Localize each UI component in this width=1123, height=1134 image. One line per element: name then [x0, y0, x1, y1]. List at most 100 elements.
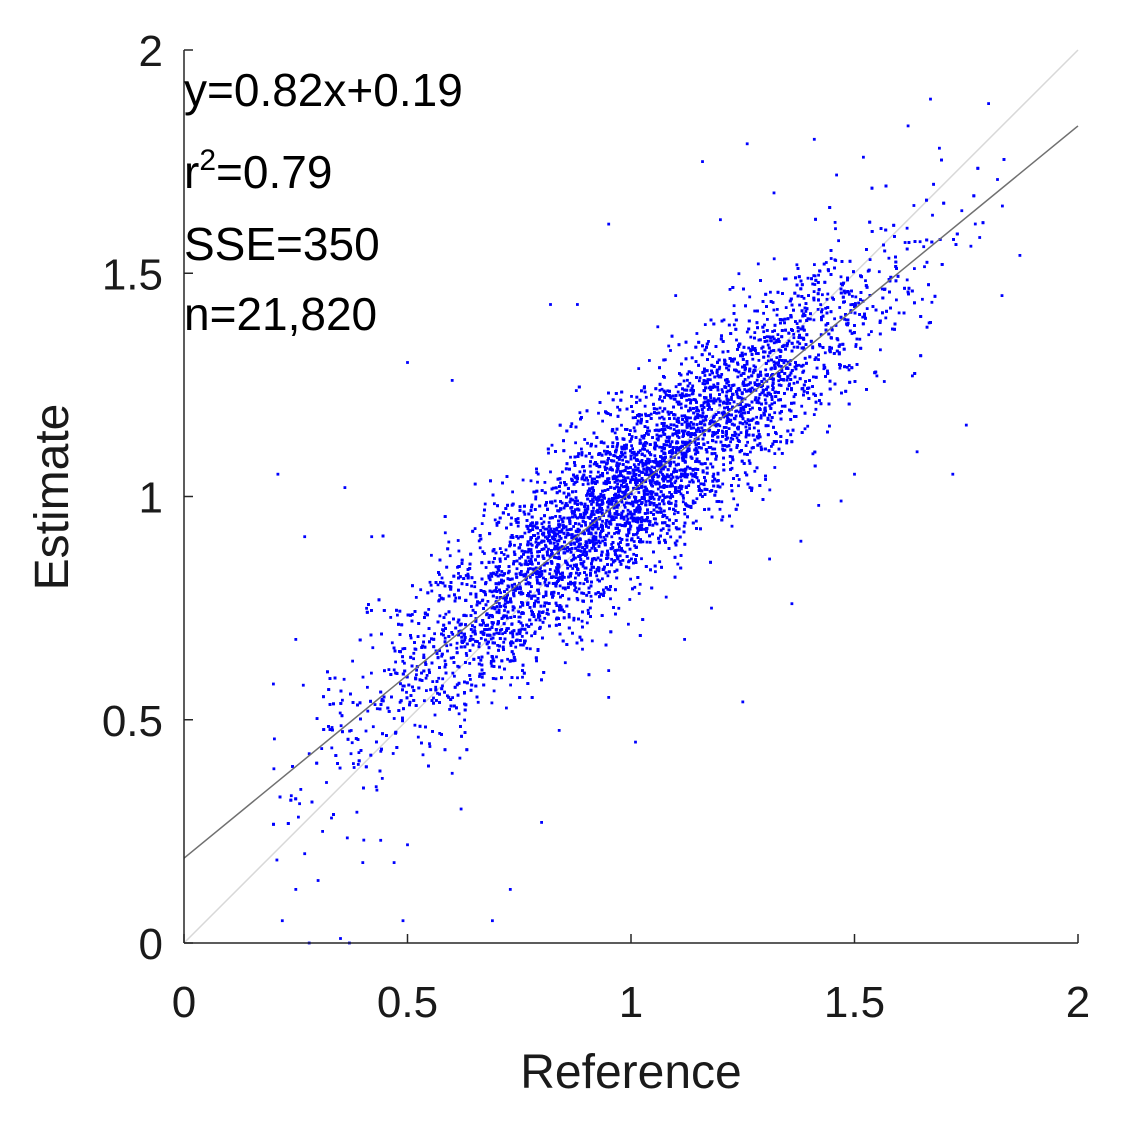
- data-point: [655, 437, 659, 441]
- data-point: [611, 477, 615, 481]
- data-point: [653, 454, 657, 458]
- data-point: [448, 554, 452, 558]
- data-point: [792, 332, 796, 336]
- data-point: [800, 404, 804, 408]
- data-point: [615, 531, 619, 534]
- data-point: [771, 301, 775, 304]
- data-point: [672, 428, 676, 431]
- data-point: [456, 664, 460, 668]
- data-point: [586, 504, 590, 508]
- data-point: [766, 318, 769, 321]
- data-point: [758, 442, 762, 445]
- data-point: [776, 374, 780, 378]
- data-point: [663, 465, 667, 469]
- data-point: [641, 479, 645, 482]
- data-point: [655, 503, 659, 507]
- data-point: [669, 535, 673, 539]
- data-point: [748, 295, 752, 299]
- data-point: [680, 452, 684, 456]
- data-point: [751, 345, 754, 348]
- data-point: [464, 614, 468, 618]
- data-point: [373, 703, 377, 706]
- data-point: [442, 633, 445, 637]
- data-point: [456, 539, 460, 542]
- data-point: [578, 572, 582, 575]
- data-point: [513, 543, 516, 547]
- data-point: [682, 496, 685, 500]
- data-point: [438, 594, 442, 597]
- data-point: [596, 578, 600, 582]
- data-point: [606, 471, 609, 475]
- data-point: [678, 393, 682, 397]
- data-point: [654, 457, 658, 461]
- data-point: [599, 531, 602, 535]
- data-point: [686, 378, 689, 382]
- data-point: [764, 368, 768, 372]
- data-point: [817, 358, 820, 361]
- data-point: [555, 604, 559, 607]
- data-point: [563, 661, 567, 665]
- data-point: [669, 349, 672, 352]
- data-point: [632, 426, 636, 430]
- data-point: [616, 443, 619, 447]
- data-point: [446, 649, 449, 653]
- data-point: [536, 472, 540, 476]
- data-point: [698, 414, 702, 417]
- data-point: [597, 411, 600, 415]
- data-point: [854, 295, 858, 299]
- data-point: [578, 470, 582, 474]
- data-point: [621, 469, 625, 473]
- data-point: [544, 545, 548, 549]
- data-point: [612, 518, 616, 521]
- data-point: [644, 480, 648, 483]
- data-point: [513, 582, 516, 586]
- data-point: [740, 415, 744, 418]
- data-point: [655, 522, 659, 526]
- data-point: [638, 474, 641, 477]
- data-point: [422, 634, 426, 638]
- data-point: [483, 502, 487, 506]
- data-point: [575, 597, 579, 600]
- data-point: [854, 343, 858, 346]
- data-point: [724, 394, 728, 398]
- data-point: [574, 576, 577, 580]
- data-point: [398, 700, 402, 704]
- data-point: [882, 380, 886, 383]
- data-point: [687, 393, 691, 397]
- data-point: [548, 572, 552, 576]
- data-point: [601, 519, 604, 523]
- data-point: [625, 483, 629, 486]
- data-point: [604, 479, 607, 483]
- data-point: [643, 434, 647, 437]
- data-point: [918, 240, 922, 244]
- data-point: [389, 616, 393, 619]
- data-point: [761, 390, 765, 394]
- data-point: [913, 267, 916, 270]
- data-point: [441, 677, 445, 681]
- data-point: [457, 572, 460, 575]
- data-point: [592, 480, 596, 484]
- data-point: [749, 335, 753, 339]
- data-point: [724, 378, 727, 382]
- data-point: [272, 767, 276, 771]
- data-point: [617, 493, 621, 497]
- data-point: [495, 524, 499, 527]
- data-point: [297, 815, 300, 819]
- data-point: [677, 400, 681, 404]
- data-point: [668, 491, 671, 494]
- data-point: [623, 497, 627, 500]
- data-point: [543, 580, 547, 584]
- data-point: [483, 552, 486, 555]
- data-point: [585, 573, 588, 577]
- data-point: [521, 573, 525, 577]
- data-point: [501, 632, 504, 636]
- data-point: [364, 729, 368, 733]
- data-point: [644, 412, 647, 416]
- data-point: [799, 336, 803, 340]
- data-point: [717, 367, 721, 371]
- data-point: [577, 587, 581, 591]
- data-point: [523, 512, 527, 516]
- data-point: [833, 258, 837, 262]
- data-point: [673, 509, 677, 512]
- data-point: [752, 364, 756, 368]
